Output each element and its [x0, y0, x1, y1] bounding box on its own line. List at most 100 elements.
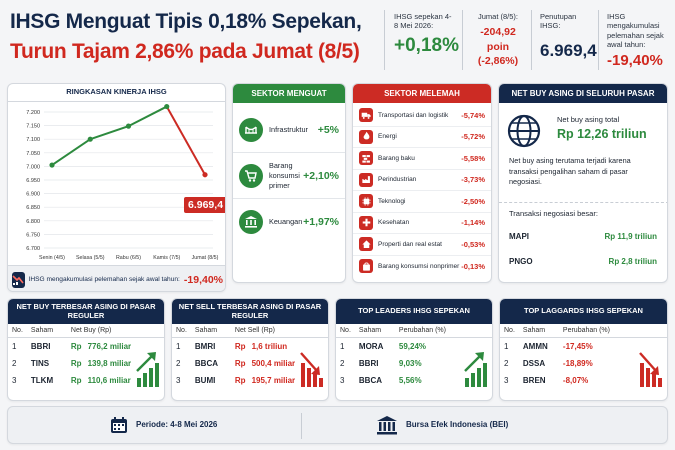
value-text: -18,89%: [562, 358, 593, 368]
bank-icon: [239, 210, 263, 235]
sector-value: -2,50%: [461, 196, 485, 206]
data-point: [164, 103, 170, 110]
sector-row: Keuangan +1,97%: [233, 199, 345, 245]
divider: [499, 202, 667, 203]
net-buy-table: No. Saham Net Buy (Rp) 1 BBRI Rp 776,2 mili…: [8, 324, 164, 389]
y-tick-label: 6.900: [26, 192, 40, 198]
net-buy-pasar-card: NET BUY ASING DI SELURUH PASAR Net buy a…: [498, 83, 668, 283]
nego-value: Rp 2,8 triliun: [608, 257, 657, 266]
flame-icon: [359, 129, 373, 144]
down-trend-icon: [300, 349, 324, 394]
stat-value: +0,18%: [394, 34, 459, 56]
row-number: 3: [340, 375, 345, 385]
data-point: [202, 172, 208, 178]
currency-label: Rp: [234, 359, 246, 369]
sector-name: Perindustrian: [378, 176, 417, 184]
x-tick-label: Kamis (7/5): [153, 255, 180, 260]
x-tick-label: Rabu (6/5): [116, 255, 141, 260]
col-header: No.: [8, 324, 27, 339]
value-text: 195,7 miliar: [251, 376, 296, 386]
card-title: SEKTOR MENGUAT: [233, 84, 345, 104]
top-laggards-card: TOP LAGGARDS IHSG SEPEKAN No. Saham Peru…: [499, 298, 668, 401]
col-header: No.: [336, 323, 355, 338]
sector-name: Infrastruktur: [269, 124, 308, 134]
row-number: 2: [504, 358, 509, 368]
table-row: 1 MORA 59,24%: [336, 337, 492, 355]
value-text: 5,56%: [398, 375, 422, 385]
y-tick-label: 6.700: [26, 246, 40, 252]
calendar-icon: [110, 416, 128, 439]
value-text: 500,4 miliar: [251, 359, 296, 369]
col-header: Net Buy (Rp): [66, 324, 164, 339]
y-tick-label: 6.800: [26, 219, 40, 225]
up-trend-icon: [464, 349, 488, 394]
down-trend-icon: [639, 349, 663, 394]
row-value: 9,03%: [395, 355, 492, 372]
sector-value: -5,72%: [461, 132, 485, 142]
sector-row: Infrastruktur +5%: [233, 107, 345, 154]
y-tick-label: 7.150: [26, 124, 40, 130]
stat-weekly: IHSG sepekan 4-8 Mei 2026: +0,18%: [388, 8, 460, 74]
row-number: 1: [176, 342, 181, 352]
sector-value: -0,53%: [461, 239, 485, 249]
sector-name: Barang konsumsi nonprimer: [378, 262, 460, 270]
bag-icon: [359, 259, 373, 274]
stock-code: DSSA: [522, 358, 546, 368]
ringkasan-card: RINGKASAN KINERJA IHSG 7.200 7.150 7.100 7.…: [7, 83, 226, 292]
stock-code: BUMI: [194, 376, 216, 386]
sector-name: Keuangan: [269, 217, 303, 227]
y-tick-label: 7.100: [26, 137, 40, 143]
top-laggards-table: No. Saham Perubahan (%) 1 AMMN -17,45% 2 DSS…: [500, 323, 667, 389]
sector-value: -5,58%: [461, 153, 485, 163]
series-line: [165, 106, 206, 176]
row-number: 1: [340, 341, 345, 351]
currency-label: Rp: [234, 376, 246, 386]
table-row: 1 BMRI Rp 1,6 triliun: [172, 338, 328, 356]
chip-icon: [359, 194, 373, 209]
divider: [384, 10, 385, 70]
series-line: [128, 105, 168, 128]
sector-name: Energi: [378, 133, 397, 141]
periode-text: Periode: 4-8 Mei 2026: [136, 420, 218, 429]
series-line: [51, 138, 91, 166]
ytd-footer: IHSG mengakumulasi pelemahan sejak awal …: [8, 265, 225, 291]
up-trend-icon: [136, 349, 160, 394]
value-text: 59,24%: [398, 341, 427, 351]
bricks-icon: [359, 151, 373, 166]
sector-name: Kesehatan: [378, 219, 410, 227]
stock-code: BBRI: [30, 342, 51, 352]
y-tick-label: 7.050: [26, 151, 40, 157]
data-point: [49, 162, 55, 168]
value-text: 110,6 miliar: [87, 376, 131, 386]
sector-row: Barang baku -5,58%: [353, 148, 491, 170]
melemah-list: Transportasi dan logistik -5,74% Energi -5,…: [353, 103, 491, 277]
stat-ytd: IHSG mengakumulasi pelemahan sejak awal …: [601, 8, 673, 74]
row-number: 3: [504, 375, 509, 385]
card-title: TOP LAGGARDS IHSG SEPEKAN: [500, 299, 667, 324]
value-text: -8,07%: [562, 375, 589, 385]
down-chart-icon: [12, 271, 25, 288]
stat-label: IHSG sepekan 4-8 Mei 2026:: [394, 12, 452, 31]
row-value: 59,24%: [395, 337, 492, 355]
value-text: -17,45%: [562, 341, 593, 351]
currency-label: Rp: [234, 342, 246, 352]
data-point: [125, 123, 132, 129]
value-text: 776,2 miliar: [87, 342, 132, 352]
page-title-line1: IHSG Menguat Tipis 0,18% Sepekan,: [10, 10, 362, 33]
row-value: -17,45%: [559, 337, 667, 355]
card-title: SEKTOR MELEMAH: [353, 84, 491, 104]
stock-code: TLKM: [30, 376, 54, 386]
net-buy-reguler-card: NET BUY TERBESAR ASING DI PASAR REGULER …: [7, 298, 165, 401]
factory-icon: [359, 172, 373, 187]
page-title-line2: Turun Tajam 2,86% pada Jumat (8/5): [10, 40, 360, 63]
sector-name: Teknologi: [378, 197, 406, 205]
sector-row: Barang konsumsi primer +2,10%: [233, 153, 345, 200]
row-value: Rp 1,6 triliun: [231, 338, 328, 356]
nego-code: PNGO: [509, 257, 533, 266]
stock-code: AMMN: [522, 341, 548, 351]
stock-code: BBCA: [358, 375, 383, 385]
col-header: Perubahan (%): [394, 323, 492, 338]
x-tick-label: Senin (4/5): [39, 255, 65, 260]
row-value: -8,07%: [559, 372, 667, 389]
stock-code: BMRI: [194, 342, 216, 352]
